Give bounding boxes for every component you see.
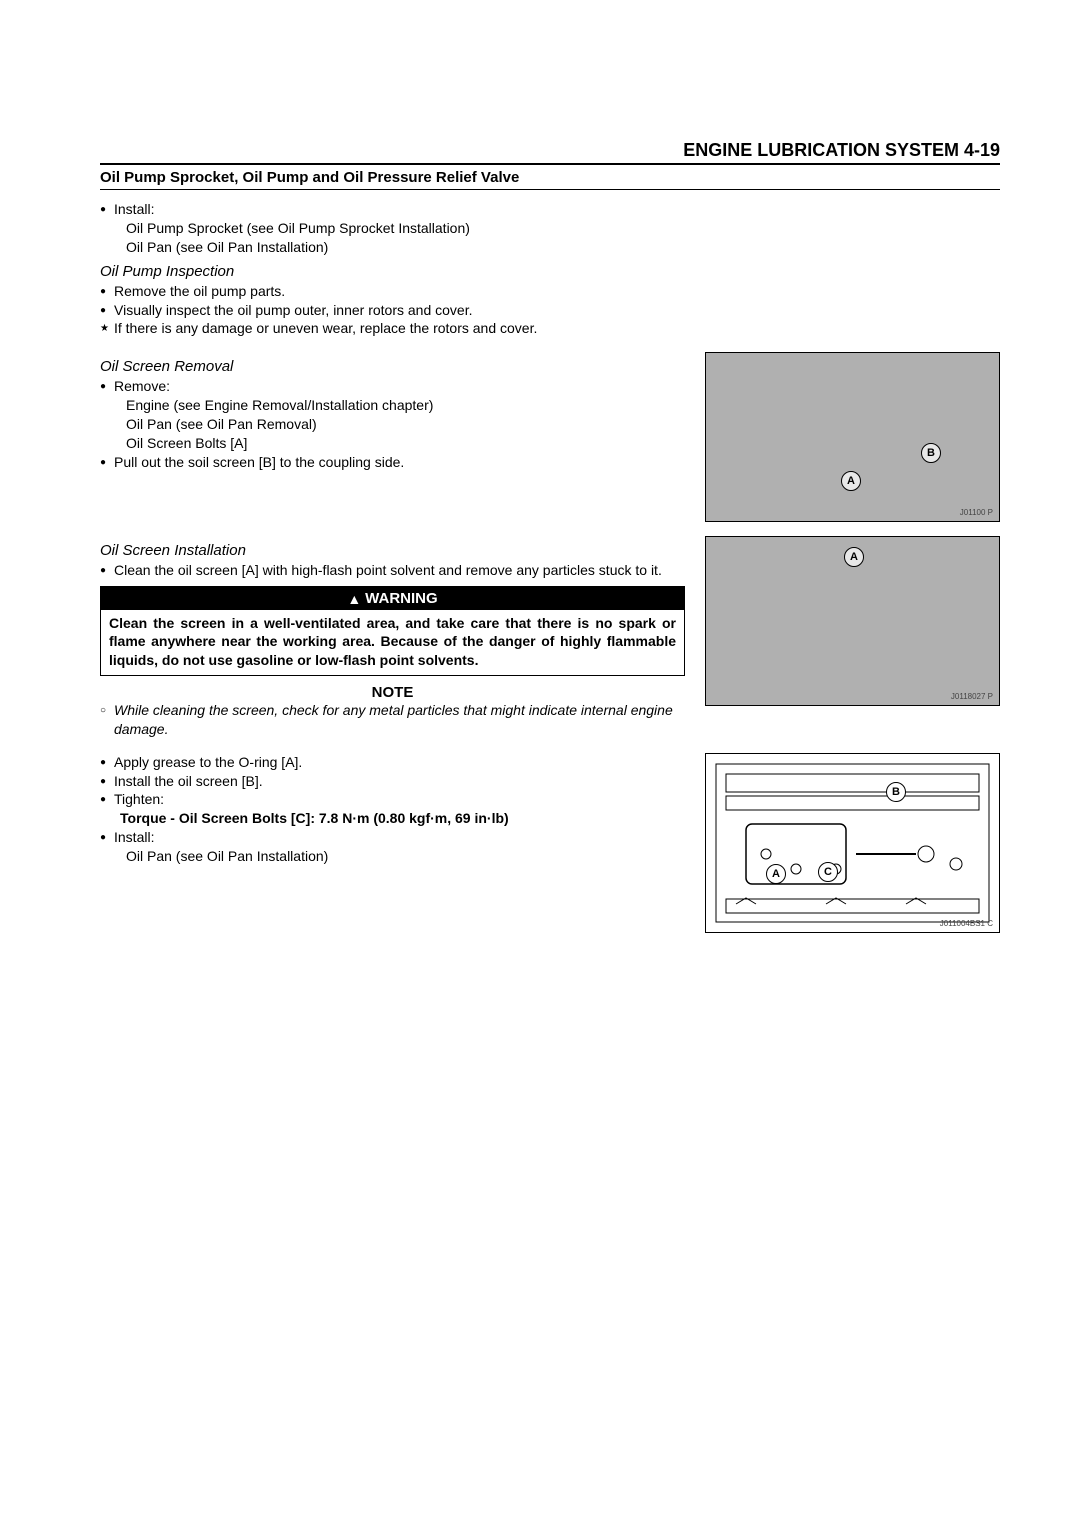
warning-box: ▲WARNING Clean the screen in a well-vent… — [100, 586, 685, 676]
list-item: Remove the oil pump parts. — [100, 282, 1000, 301]
list-item: Apply grease to the O-ring [A]. — [100, 753, 685, 772]
sub-item: Engine (see Engine Removal/Installation … — [100, 396, 685, 415]
block-torque-install: Apply grease to the O-ring [A]. Install … — [100, 753, 1000, 933]
list-item: Install: — [100, 828, 685, 847]
sub-item: Oil Pan (see Oil Pan Removal) — [100, 415, 685, 434]
figure-screen-removal: A B J01100 P — [705, 352, 1000, 522]
torque-spec: Torque - Oil Screen Bolts [C]: 7.8 N·m (… — [100, 809, 685, 828]
block-screen-install: Oil Screen Installation Clean the oil sc… — [100, 536, 1000, 738]
callout-a: A — [844, 547, 864, 567]
block-screen-removal: Oil Screen Removal Remove: Engine (see E… — [100, 352, 1000, 522]
warning-body: Clean the screen in a well-ventilated ar… — [101, 610, 684, 675]
callout-b: B — [886, 782, 906, 802]
list-item: Clean the oil screen [A] with high-flash… — [100, 561, 685, 580]
list-item: Tighten: — [100, 790, 685, 809]
figure-diagram: A B C J011004BS1 C — [705, 753, 1000, 933]
figure-code: J011004BS1 C — [940, 919, 993, 928]
note-body: While cleaning the screen, check for any… — [100, 701, 685, 739]
section-title: Oil Pump Sprocket, Oil Pump and Oil Pres… — [100, 169, 1000, 190]
callout-c: C — [818, 862, 838, 882]
figure-code: J0118027 P — [951, 692, 993, 701]
sub-item: Oil Pan (see Oil Pan Installation) — [100, 847, 685, 866]
note-heading: NOTE — [100, 684, 685, 701]
list-item: Pull out the soil screen [B] to the coup… — [100, 453, 685, 472]
sub-item: Oil Pump Sprocket (see Oil Pump Sprocket… — [100, 219, 1000, 238]
block-install-inspection: Install: Oil Pump Sprocket (see Oil Pump… — [100, 200, 1000, 338]
callout-b: B — [921, 443, 941, 463]
list-item: Install: — [100, 200, 1000, 219]
warning-heading: ▲WARNING — [101, 587, 684, 610]
sub-item: Oil Screen Bolts [A] — [100, 434, 685, 453]
sub-heading-removal: Oil Screen Removal — [100, 358, 685, 375]
callout-a: A — [841, 471, 861, 491]
figure-screen-install: A J0118027 P — [705, 536, 1000, 706]
sub-heading-inspection: Oil Pump Inspection — [100, 263, 1000, 280]
list-item: Visually inspect the oil pump outer, inn… — [100, 301, 1000, 320]
sub-item: Oil Pan (see Oil Pan Installation) — [100, 238, 1000, 257]
list-item: Install the oil screen [B]. — [100, 772, 685, 791]
page-header-title: ENGINE LUBRICATION SYSTEM 4-19 — [100, 140, 1000, 165]
warning-icon: ▲ — [347, 591, 361, 607]
callout-a: A — [766, 864, 786, 884]
list-item: Remove: — [100, 377, 685, 396]
list-item: If there is any damage or uneven wear, r… — [100, 319, 1000, 338]
warning-label: WARNING — [365, 590, 438, 607]
diagram-svg — [706, 754, 999, 932]
figure-code: J01100 P — [960, 508, 993, 517]
sub-heading-install: Oil Screen Installation — [100, 542, 685, 559]
